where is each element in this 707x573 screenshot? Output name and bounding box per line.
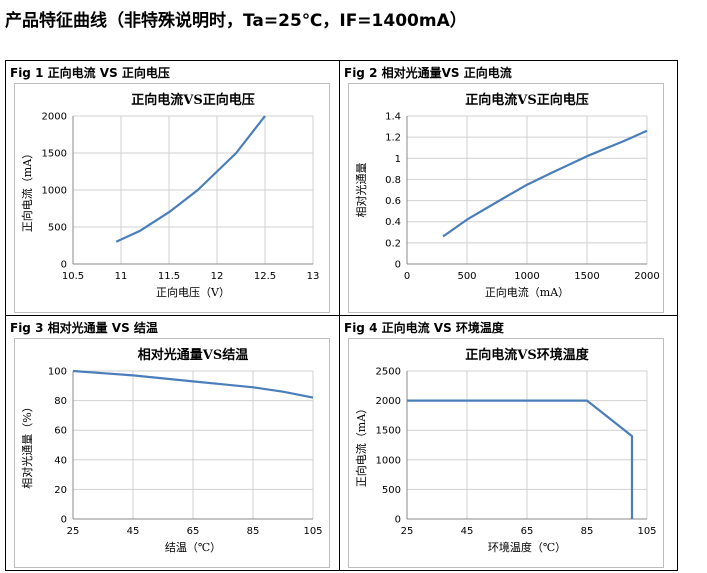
y-tick-label: 1000: [376, 455, 401, 466]
y-tick-label: 0: [395, 260, 401, 271]
x-tick-label: 65: [521, 526, 534, 537]
y-axis-label: 正向电流（mA）: [354, 403, 368, 487]
y-tick-label: 60: [54, 426, 67, 437]
panel-fig2: Fig 2 相对光通量VS 正向电流 正向电流VS正向电压 0 0.2 0.4 0.6 0…: [340, 61, 678, 316]
y-tick-label: 1.2: [385, 133, 401, 144]
x-tick-label: 1500: [574, 271, 599, 282]
y-tick-label: 2000: [376, 396, 401, 407]
x-tick-label: 0: [404, 271, 410, 282]
chart-title: 正向电流VS正向电压: [131, 92, 254, 108]
chart-box-2: 正向电流VS正向电压 0 0.2 0.4 0.6 0.8 1 1.2 1.4 0 500 1000 15…: [348, 83, 664, 313]
x-tick-label: 12.5: [254, 271, 276, 282]
x-tick-label: 10.5: [62, 271, 84, 282]
panel-fig3-label: Fig 3 相对光通量 VS 结温: [10, 321, 158, 335]
chart-flux-junction-temp: 相对光通量VS结温 0 20 40 60 80 100 25 45 65 85 105 结温（℃） 相对光…: [20, 347, 323, 554]
panel-fig4: Fig 4 正向电流 VS 环境温度 正向电流VS环境温度 0 500 1000 150…: [340, 316, 678, 571]
y-tick-label: 80: [54, 396, 67, 407]
series-line: [115, 115, 266, 243]
chart-title: 正向电流VS正向电压: [465, 92, 588, 108]
chart-voltage-current: 正向电流VS正向电压 0 500 1000 1500 2000 10.5 11 11.5 12 12…: [20, 92, 320, 299]
series-line: [442, 129, 648, 238]
y-tick-label: 1.4: [385, 112, 401, 123]
y-tick-label: 500: [48, 223, 67, 234]
y-tick-label: 500: [382, 485, 401, 496]
x-tick-label: 13: [307, 271, 320, 282]
chart-box-4: 正向电流VS环境温度 0 500 1000 1500 2000 2500 25 45 65 85 10…: [348, 338, 664, 568]
y-tick-label: 1000: [42, 186, 67, 197]
series-line: [72, 369, 314, 399]
x-tick-label: 85: [581, 526, 594, 537]
x-tick-label: 500: [457, 271, 476, 282]
y-axis-label: 相对光通量: [354, 163, 368, 218]
x-tick-label: 2000: [634, 271, 659, 282]
chart-box-1: 正向电流VS正向电压 0 500 1000 1500 2000 10.5 11 11.5 12 12…: [14, 83, 330, 313]
y-axis-label: 正向电流（mA）: [20, 148, 34, 232]
y-tick-label: 100: [48, 367, 67, 378]
x-axis-label: 结温（℃）: [165, 541, 221, 554]
chart-current-ambient-temp: 正向电流VS环境温度 0 500 1000 1500 2000 2500 25 45 65 85 10…: [354, 347, 657, 554]
x-tick-label: 12: [211, 271, 224, 282]
chart-title: 正向电流VS环境温度: [465, 347, 589, 363]
y-tick-label: 0.2: [385, 238, 401, 249]
panel-fig1: Fig 1 正向电流 VS 正向电压 正向电流VS正向电压 0 500 1000 150…: [6, 61, 340, 316]
chart-box-3: 相对光通量VS结温 0 20 40 60 80 100 25 45 65 85 105 结温（℃） 相对光…: [14, 338, 330, 568]
y-tick-label: 0: [61, 260, 67, 271]
y-tick-label: 2000: [42, 112, 67, 123]
panel-fig3: Fig 3 相对光通量 VS 结温 相对光通量VS结温 0 20 40 60 80 100 2…: [6, 316, 340, 571]
y-tick-label: 0.8: [385, 175, 401, 186]
y-tick-label: 2500: [376, 367, 401, 378]
y-tick-label: 1500: [42, 149, 67, 160]
x-tick-label: 85: [247, 526, 260, 537]
figure-grid: Fig 1 正向电流 VS 正向电压 正向电流VS正向电压 0 500 1000 150…: [5, 60, 678, 571]
x-tick-label: 1000: [514, 271, 539, 282]
y-tick-label: 40: [54, 455, 67, 466]
series-line: [407, 399, 634, 519]
x-tick-label: 25: [67, 526, 80, 537]
panel-fig2-label: Fig 2 相对光通量VS 正向电流: [344, 66, 512, 80]
y-tick-label: 0.4: [385, 217, 401, 228]
x-axis-label: 正向电压（V）: [156, 285, 230, 299]
y-tick-label: 0: [61, 515, 67, 526]
x-tick-label: 45: [461, 526, 474, 537]
y-tick-label: 0: [395, 515, 401, 526]
x-axis-label: 正向电流（mA）: [485, 285, 569, 299]
x-tick-label: 11: [115, 271, 128, 282]
y-tick-label: 1500: [376, 426, 401, 437]
y-tick-label: 0.6: [385, 196, 401, 207]
chart-title: 相对光通量VS结温: [138, 347, 248, 363]
x-axis-label: 环境温度（℃）: [488, 540, 566, 554]
page-title: 产品特征曲线（非特殊说明时，Ta=25℃，IF=1400mA）: [5, 11, 467, 31]
y-tick-label: 1: [395, 154, 401, 165]
x-tick-label: 11.5: [158, 271, 180, 282]
x-tick-label: 65: [187, 526, 200, 537]
y-tick-label: 20: [54, 485, 67, 496]
panel-fig1-label: Fig 1 正向电流 VS 正向电压: [10, 66, 170, 80]
panel-fig4-label: Fig 4 正向电流 VS 环境温度: [344, 321, 504, 335]
x-tick-label: 105: [303, 526, 322, 537]
y-axis-label: 相对光通量（%）: [20, 401, 34, 488]
x-tick-label: 45: [127, 526, 140, 537]
chart-flux-current: 正向电流VS正向电压 0 0.2 0.4 0.6 0.8 1 1.2 1.4 0 500 1000 15…: [354, 92, 660, 299]
x-tick-label: 105: [637, 526, 656, 537]
x-tick-label: 25: [401, 526, 414, 537]
